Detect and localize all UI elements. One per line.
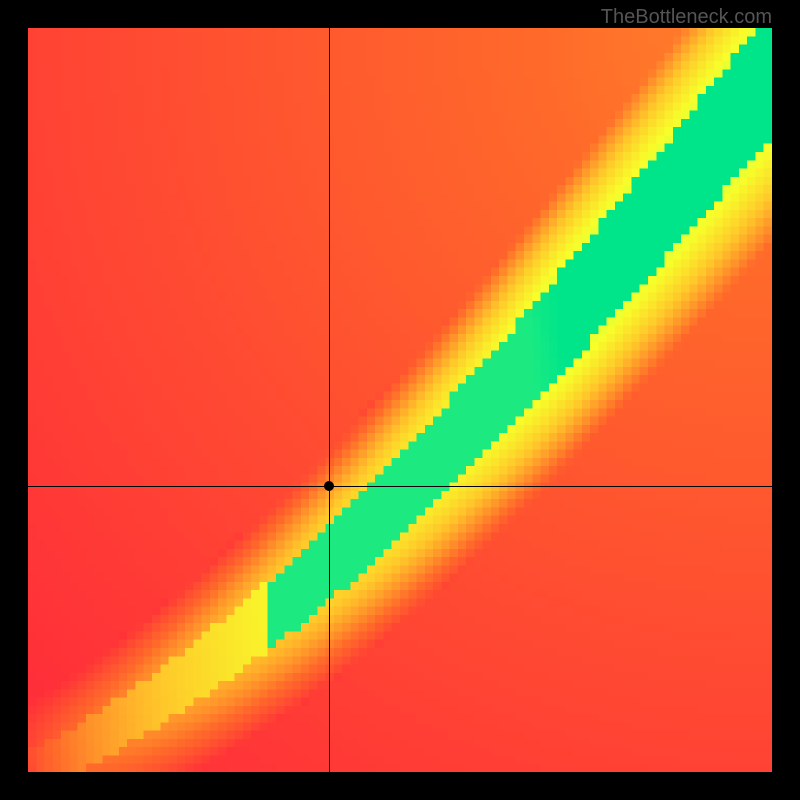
- bottleneck-heatmap: [28, 28, 772, 772]
- crosshair-vertical: [329, 28, 330, 772]
- crosshair-horizontal: [28, 486, 772, 487]
- plot-area: [28, 28, 772, 772]
- crosshair-marker-dot: [324, 481, 334, 491]
- watermark-text: TheBottleneck.com: [601, 6, 772, 29]
